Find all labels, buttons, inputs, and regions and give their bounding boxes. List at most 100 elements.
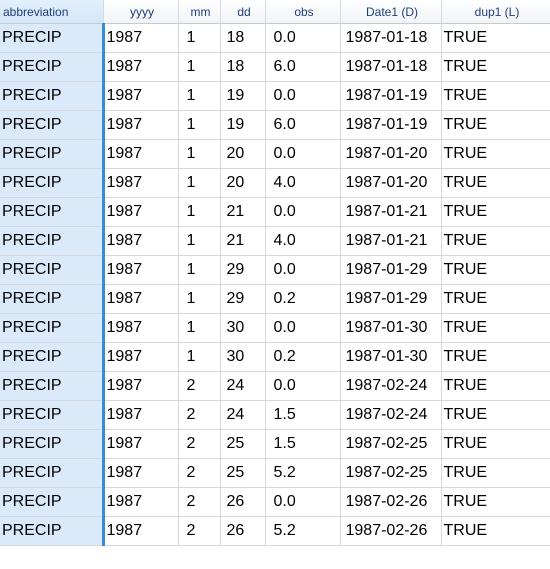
cell-mm[interactable]: 1 bbox=[178, 139, 221, 169]
cell-dd[interactable]: 20 bbox=[220, 168, 266, 198]
cell-dup1[interactable]: TRUE bbox=[441, 429, 550, 459]
cell-date1[interactable]: 1987-01-29 bbox=[340, 255, 442, 285]
cell-dup1[interactable]: TRUE bbox=[441, 371, 550, 401]
cell-dd[interactable]: 18 bbox=[220, 23, 266, 53]
cell-dd[interactable]: 26 bbox=[220, 487, 266, 517]
cell-obs[interactable]: 0.2 bbox=[265, 342, 341, 372]
table-row[interactable]: PRECIP 1987 1 21 0.0 1987-01-21 TRUE bbox=[0, 197, 550, 227]
cell-mm[interactable]: 2 bbox=[178, 487, 221, 517]
cell-dup1[interactable]: TRUE bbox=[441, 487, 550, 517]
cell-abbreviation[interactable]: PRECIP bbox=[0, 23, 105, 53]
table-row[interactable]: PRECIP 1987 2 24 1.5 1987-02-24 TRUE bbox=[0, 400, 550, 430]
column-header-date1[interactable]: Date1 (D) bbox=[340, 0, 442, 24]
cell-yyyy[interactable]: 1987 bbox=[103, 139, 179, 169]
cell-date1[interactable]: 1987-01-18 bbox=[340, 23, 442, 53]
cell-date1[interactable]: 1987-02-24 bbox=[340, 400, 442, 430]
cell-abbreviation[interactable]: PRECIP bbox=[0, 197, 105, 227]
cell-yyyy[interactable]: 1987 bbox=[103, 110, 179, 140]
cell-dup1[interactable]: TRUE bbox=[441, 139, 550, 169]
cell-dup1[interactable]: TRUE bbox=[441, 342, 550, 372]
cell-yyyy[interactable]: 1987 bbox=[103, 226, 179, 256]
cell-date1[interactable]: 1987-01-30 bbox=[340, 313, 442, 343]
cell-date1[interactable]: 1987-01-19 bbox=[340, 110, 442, 140]
cell-obs[interactable]: 5.2 bbox=[265, 516, 341, 546]
table-row[interactable]: PRECIP 1987 2 25 1.5 1987-02-25 TRUE bbox=[0, 429, 550, 459]
cell-abbreviation[interactable]: PRECIP bbox=[0, 516, 105, 546]
cell-obs[interactable]: 0.0 bbox=[265, 139, 341, 169]
cell-obs[interactable]: 0.0 bbox=[265, 255, 341, 285]
table-row[interactable]: PRECIP 1987 1 18 0.0 1987-01-18 TRUE bbox=[0, 23, 550, 53]
table-row[interactable]: PRECIP 1987 1 19 0.0 1987-01-19 TRUE bbox=[0, 81, 550, 111]
cell-abbreviation[interactable]: PRECIP bbox=[0, 110, 105, 140]
cell-yyyy[interactable]: 1987 bbox=[103, 342, 179, 372]
cell-date1[interactable]: 1987-01-20 bbox=[340, 168, 442, 198]
cell-obs[interactable]: 6.0 bbox=[265, 52, 341, 82]
cell-dup1[interactable]: TRUE bbox=[441, 81, 550, 111]
cell-mm[interactable]: 1 bbox=[178, 168, 221, 198]
cell-date1[interactable]: 1987-01-30 bbox=[340, 342, 442, 372]
cell-dd[interactable]: 29 bbox=[220, 284, 266, 314]
cell-dup1[interactable]: TRUE bbox=[441, 284, 550, 314]
table-row[interactable]: PRECIP 1987 1 20 4.0 1987-01-20 TRUE bbox=[0, 168, 550, 198]
cell-dup1[interactable]: TRUE bbox=[441, 197, 550, 227]
cell-abbreviation[interactable]: PRECIP bbox=[0, 487, 105, 517]
cell-yyyy[interactable]: 1987 bbox=[103, 487, 179, 517]
table-row[interactable]: PRECIP 1987 2 26 0.0 1987-02-26 TRUE bbox=[0, 487, 550, 517]
cell-date1[interactable]: 1987-02-25 bbox=[340, 458, 442, 488]
cell-date1[interactable]: 1987-01-18 bbox=[340, 52, 442, 82]
cell-yyyy[interactable]: 1987 bbox=[103, 52, 179, 82]
cell-dd[interactable]: 19 bbox=[220, 110, 266, 140]
cell-yyyy[interactable]: 1987 bbox=[103, 23, 179, 53]
cell-dd[interactable]: 29 bbox=[220, 255, 266, 285]
cell-obs[interactable]: 4.0 bbox=[265, 226, 341, 256]
cell-yyyy[interactable]: 1987 bbox=[103, 429, 179, 459]
cell-obs[interactable]: 4.0 bbox=[265, 168, 341, 198]
table-row[interactable]: PRECIP 1987 1 20 0.0 1987-01-20 TRUE bbox=[0, 139, 550, 169]
cell-yyyy[interactable]: 1987 bbox=[103, 197, 179, 227]
cell-obs[interactable]: 6.0 bbox=[265, 110, 341, 140]
cell-dup1[interactable]: TRUE bbox=[441, 516, 550, 546]
table-row[interactable]: PRECIP 1987 2 25 5.2 1987-02-25 TRUE bbox=[0, 458, 550, 488]
cell-abbreviation[interactable]: PRECIP bbox=[0, 284, 105, 314]
cell-abbreviation[interactable]: PRECIP bbox=[0, 52, 105, 82]
cell-mm[interactable]: 2 bbox=[178, 429, 221, 459]
cell-dup1[interactable]: TRUE bbox=[441, 168, 550, 198]
cell-dd[interactable]: 18 bbox=[220, 52, 266, 82]
table-row[interactable]: PRECIP 1987 1 21 4.0 1987-01-21 TRUE bbox=[0, 226, 550, 256]
column-header-abbreviation[interactable]: abbreviation bbox=[0, 0, 104, 24]
cell-yyyy[interactable]: 1987 bbox=[103, 516, 179, 546]
cell-obs[interactable]: 0.0 bbox=[265, 487, 341, 517]
cell-dup1[interactable]: TRUE bbox=[441, 226, 550, 256]
cell-obs[interactable]: 5.2 bbox=[265, 458, 341, 488]
table-row[interactable]: PRECIP 1987 1 30 0.0 1987-01-30 TRUE bbox=[0, 313, 550, 343]
cell-abbreviation[interactable]: PRECIP bbox=[0, 313, 105, 343]
cell-dd[interactable]: 30 bbox=[220, 313, 266, 343]
cell-obs[interactable]: 0.0 bbox=[265, 23, 341, 53]
cell-obs[interactable]: 0.0 bbox=[265, 81, 341, 111]
table-row[interactable]: PRECIP 1987 2 26 5.2 1987-02-26 TRUE bbox=[0, 516, 550, 546]
column-header-obs[interactable]: obs bbox=[265, 0, 341, 24]
cell-mm[interactable]: 1 bbox=[178, 23, 221, 53]
cell-yyyy[interactable]: 1987 bbox=[103, 168, 179, 198]
cell-mm[interactable]: 2 bbox=[178, 516, 221, 546]
cell-mm[interactable]: 2 bbox=[178, 371, 221, 401]
cell-date1[interactable]: 1987-02-25 bbox=[340, 429, 442, 459]
cell-mm[interactable]: 1 bbox=[178, 81, 221, 111]
table-row[interactable]: PRECIP 1987 1 29 0.2 1987-01-29 TRUE bbox=[0, 284, 550, 314]
cell-dd[interactable]: 25 bbox=[220, 458, 266, 488]
cell-date1[interactable]: 1987-01-21 bbox=[340, 226, 442, 256]
cell-dup1[interactable]: TRUE bbox=[441, 458, 550, 488]
cell-abbreviation[interactable]: PRECIP bbox=[0, 168, 105, 198]
cell-yyyy[interactable]: 1987 bbox=[103, 81, 179, 111]
cell-abbreviation[interactable]: PRECIP bbox=[0, 458, 105, 488]
cell-dup1[interactable]: TRUE bbox=[441, 313, 550, 343]
cell-mm[interactable]: 1 bbox=[178, 197, 221, 227]
column-header-yyyy[interactable]: yyyy bbox=[103, 0, 179, 24]
cell-abbreviation[interactable]: PRECIP bbox=[0, 226, 105, 256]
column-header-dup1[interactable]: dup1 (L) bbox=[441, 0, 550, 24]
cell-yyyy[interactable]: 1987 bbox=[103, 284, 179, 314]
cell-abbreviation[interactable]: PRECIP bbox=[0, 342, 105, 372]
cell-date1[interactable]: 1987-01-21 bbox=[340, 197, 442, 227]
cell-mm[interactable]: 1 bbox=[178, 255, 221, 285]
cell-mm[interactable]: 2 bbox=[178, 400, 221, 430]
